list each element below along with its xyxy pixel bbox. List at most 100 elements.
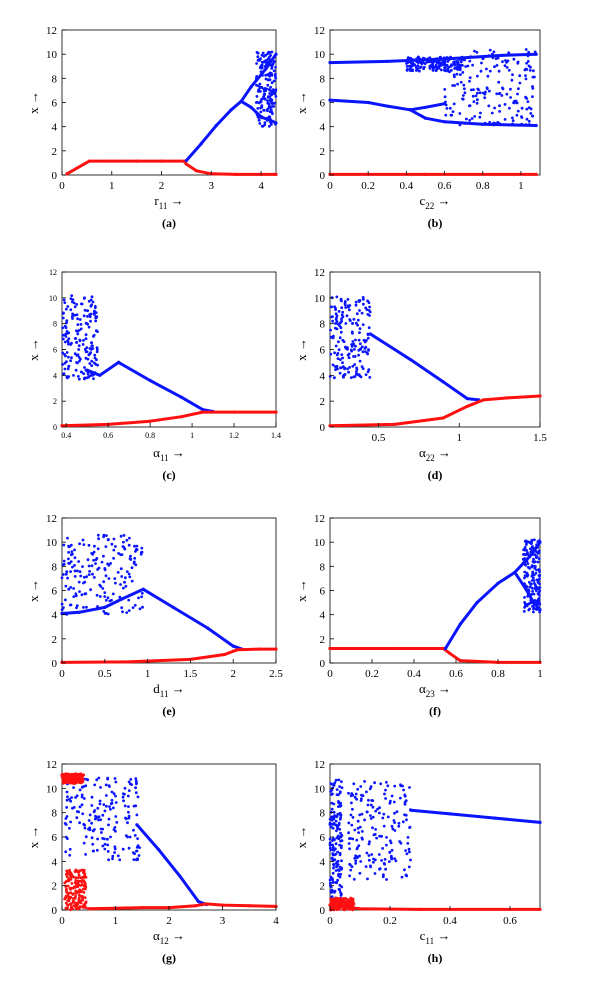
data-point — [404, 849, 407, 852]
data-point — [337, 778, 341, 782]
data-point — [488, 69, 492, 73]
data-point — [124, 576, 127, 580]
data-point — [341, 356, 344, 360]
data-point — [418, 907, 422, 912]
data-point — [431, 68, 435, 72]
data-point — [65, 375, 69, 378]
data-point — [103, 605, 107, 610]
data-point — [385, 843, 388, 847]
data-point — [338, 852, 342, 856]
data-point — [255, 95, 259, 98]
data-point — [84, 337, 88, 341]
data-point — [347, 842, 351, 845]
data-point — [93, 306, 97, 310]
data-point — [340, 839, 344, 843]
data-point — [513, 570, 517, 575]
data-point — [518, 74, 522, 78]
data-point — [513, 101, 516, 105]
data-point — [127, 609, 131, 612]
data-point — [329, 328, 332, 332]
data-point — [352, 317, 356, 321]
data-point — [274, 76, 278, 80]
data-point — [64, 598, 67, 602]
data-point — [102, 554, 105, 558]
data-point — [98, 799, 102, 803]
data-point — [68, 870, 72, 874]
data-point — [70, 796, 73, 799]
data-point — [367, 326, 371, 330]
data-point — [73, 556, 77, 560]
data-point — [342, 340, 346, 343]
data-point — [359, 860, 363, 863]
data-point — [527, 50, 530, 54]
data-point — [333, 858, 337, 862]
data-point — [354, 792, 358, 796]
data-point — [525, 117, 529, 121]
data-point — [442, 57, 447, 61]
data-point — [465, 404, 469, 408]
data-point — [66, 893, 70, 897]
data-point — [534, 52, 538, 56]
data-point — [382, 812, 386, 816]
y-tick-label: 12 — [314, 759, 325, 771]
data-point — [328, 424, 332, 428]
data-point — [371, 799, 375, 802]
data-point — [102, 580, 106, 584]
data-point — [411, 61, 415, 65]
data-point — [73, 881, 77, 885]
plot-frame — [61, 517, 277, 664]
data-point — [531, 590, 534, 593]
data-point — [338, 843, 341, 847]
data-point — [92, 558, 95, 562]
data-point — [63, 361, 67, 365]
data-point — [65, 780, 68, 784]
data-point — [339, 872, 343, 876]
data-point — [378, 811, 381, 815]
data-point — [257, 84, 260, 88]
data-point — [393, 811, 396, 815]
data-point — [268, 88, 271, 91]
data-point — [538, 907, 542, 912]
data-point — [64, 584, 68, 588]
data-point — [333, 365, 337, 368]
data-point — [334, 318, 338, 321]
y-tick-label: 0 — [320, 422, 326, 434]
data-point — [339, 366, 343, 370]
data-point — [339, 831, 342, 835]
data-point — [62, 573, 65, 576]
data-point — [331, 315, 334, 318]
data-point — [91, 572, 94, 576]
data-point — [92, 377, 95, 380]
y-tick-label: 8 — [52, 808, 58, 820]
data-point — [366, 299, 369, 303]
data-point — [72, 786, 75, 789]
data-point — [180, 395, 184, 399]
data-point — [61, 326, 65, 330]
chaotic-cloud — [254, 50, 278, 128]
data-point — [378, 834, 382, 838]
y-tick-label: 6 — [320, 586, 326, 598]
data-point — [515, 113, 519, 117]
data-point — [453, 75, 456, 79]
data-point — [361, 350, 365, 354]
data-point — [84, 333, 88, 337]
data-point — [85, 346, 89, 349]
data-point — [270, 101, 274, 105]
data-point — [69, 543, 73, 547]
y-tick-label: 4 — [320, 856, 326, 868]
y-axis-label: x → — [294, 579, 309, 602]
data-point — [368, 787, 372, 791]
data-point — [77, 560, 80, 563]
data-point — [405, 62, 408, 65]
data-point — [532, 601, 536, 605]
data-point — [338, 888, 341, 892]
data-point — [66, 367, 70, 371]
data-point — [111, 806, 115, 810]
data-point — [435, 67, 439, 71]
data-point — [65, 351, 69, 354]
data-point — [408, 850, 411, 854]
x-tick-label: 4 — [258, 180, 264, 192]
data-point — [339, 330, 343, 334]
data-point — [102, 803, 106, 806]
data-point — [516, 92, 519, 96]
